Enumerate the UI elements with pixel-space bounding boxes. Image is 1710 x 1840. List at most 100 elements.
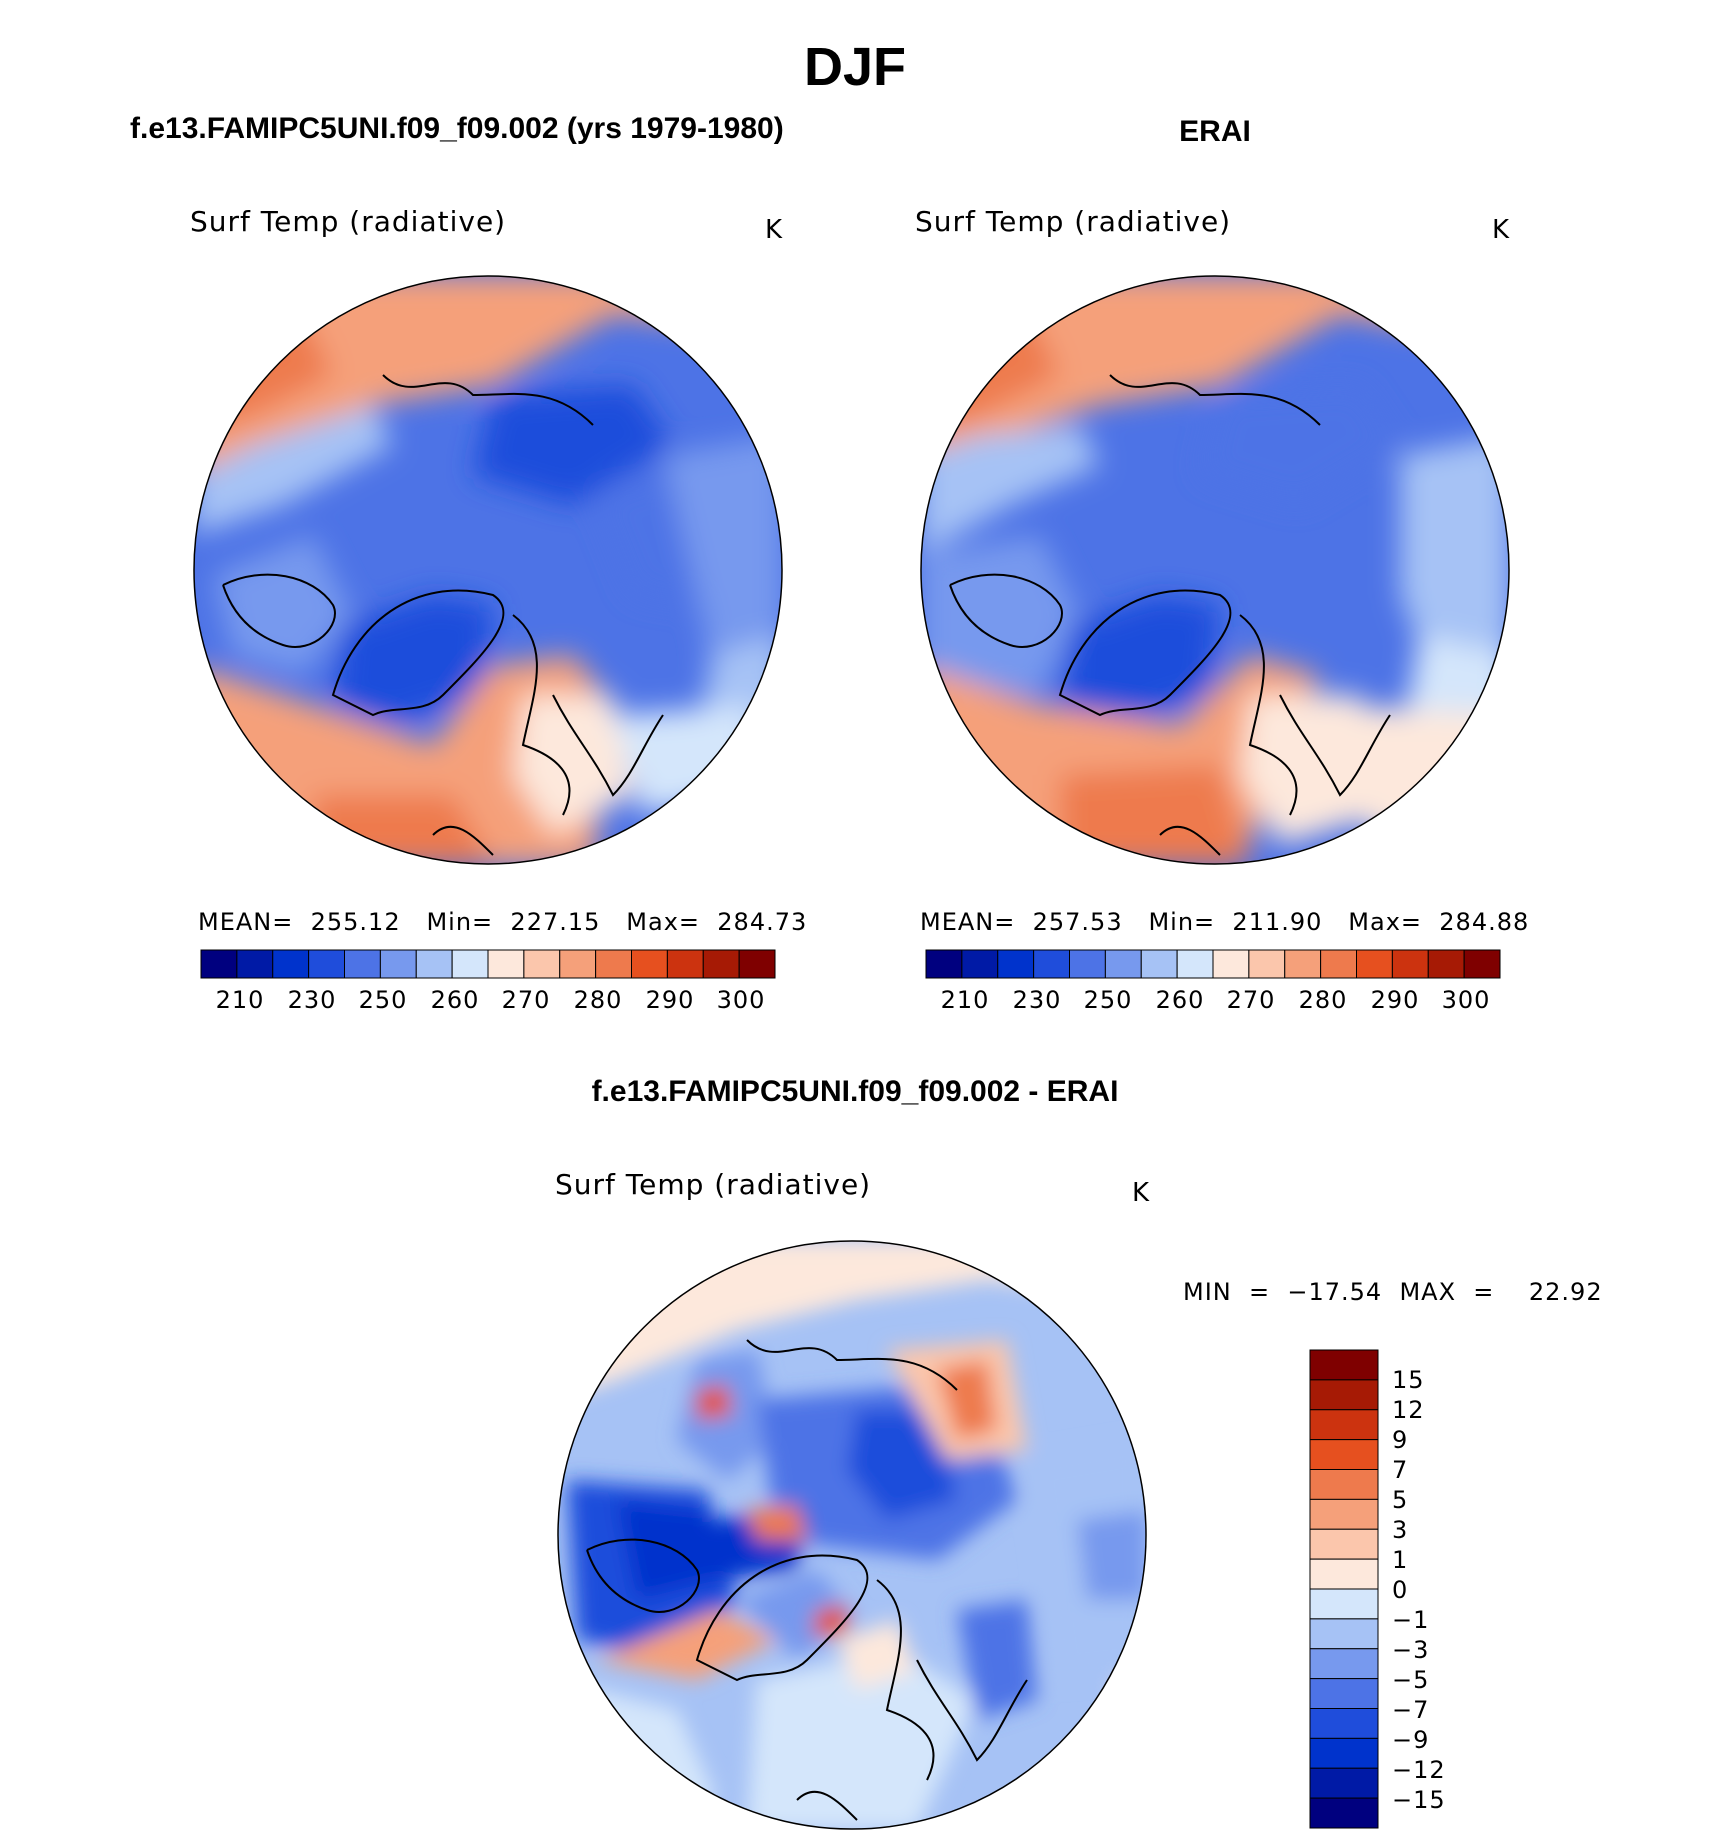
colorbar-swatch xyxy=(738,949,776,979)
unit-label: K xyxy=(1492,215,1511,245)
colorbar-tick: −3 xyxy=(1392,1636,1430,1664)
colorbar-model xyxy=(200,949,776,979)
stats-label: MEAN= 255.12 Min= 227.15 Max= 284.73 xyxy=(198,908,808,936)
colorbar-swatch xyxy=(1284,949,1322,979)
colorbar-swatch xyxy=(1356,949,1393,979)
polar-map-erai xyxy=(920,275,1510,865)
colorbar-tick: −5 xyxy=(1392,1666,1430,1694)
colorbar-swatch xyxy=(1391,949,1429,979)
colorbar-tick: 12 xyxy=(1392,1396,1425,1424)
colorbar-swatch xyxy=(961,949,999,979)
colorbar-tick: 270 xyxy=(501,986,551,1014)
colorbar-tick: 230 xyxy=(287,986,337,1014)
colorbar-swatch xyxy=(344,949,381,979)
colorbar-swatch xyxy=(1309,1648,1379,1680)
colorbar-swatch xyxy=(559,949,597,979)
colorbar-swatch xyxy=(487,949,525,979)
colorbar-swatch xyxy=(1248,949,1286,979)
colorbar-swatch xyxy=(1309,1558,1379,1590)
colorbar-tick: −12 xyxy=(1392,1756,1446,1784)
colorbar-swatch xyxy=(702,949,740,979)
colorbar-swatch xyxy=(997,949,1035,979)
colorbar-swatch xyxy=(1033,949,1071,979)
colorbar-swatch xyxy=(1309,1737,1379,1769)
panel-title-difference: f.e13.FAMIPC5UNI.f09_f09.002 - ERAI xyxy=(591,1075,1119,1108)
colorbar-tick: 230 xyxy=(1012,986,1062,1014)
polar-map-difference xyxy=(557,1240,1147,1830)
colorbar-swatch xyxy=(1309,1767,1379,1799)
colorbar-tick: −9 xyxy=(1392,1726,1430,1754)
colorbar-tick: 280 xyxy=(1298,986,1348,1014)
colorbar-tick: 300 xyxy=(716,986,766,1014)
colorbar-swatch xyxy=(1309,1439,1379,1471)
colorbar-swatch xyxy=(1309,1678,1379,1710)
colorbar-swatch xyxy=(415,949,453,979)
colorbar-swatch xyxy=(631,949,668,979)
colorbar-swatch xyxy=(1309,1708,1379,1739)
colorbar-swatch xyxy=(308,949,346,979)
colorbar-tick: 5 xyxy=(1392,1486,1409,1514)
figure-title: DJF xyxy=(803,37,906,97)
colorbar-tick: 260 xyxy=(1155,986,1205,1014)
colorbar-swatch xyxy=(1309,1588,1379,1620)
panel-title-model: f.e13.FAMIPC5UNI.f09_f09.002 (yrs 1979-1… xyxy=(130,112,784,145)
colorbar-tick: 9 xyxy=(1392,1426,1409,1454)
colorbar-swatch xyxy=(523,949,561,979)
colorbar-ticks-difference: 15 12 9 7 5 3 1 0 −1 −3 −5 −7 −9 −12 −15 xyxy=(1392,1350,1472,1830)
colorbar-swatch xyxy=(1320,949,1358,979)
colorbar-swatch xyxy=(1427,949,1465,979)
colorbar-tick: 300 xyxy=(1441,986,1491,1014)
colorbar-tick: 270 xyxy=(1226,986,1276,1014)
colorbar-tick: 210 xyxy=(215,986,265,1014)
colorbar-tick: 250 xyxy=(1083,986,1133,1014)
colorbar-swatch xyxy=(451,949,489,979)
colorbar-tick: 3 xyxy=(1392,1516,1409,1544)
colorbar-tick: 290 xyxy=(645,986,695,1014)
variable-label: Surf Temp (radiative) xyxy=(555,1168,872,1201)
colorbar-swatch xyxy=(236,949,274,979)
colorbar-tick: 260 xyxy=(430,986,480,1014)
unit-label: K xyxy=(1132,1178,1151,1208)
colorbar-swatch xyxy=(1309,1618,1379,1650)
colorbar-swatch xyxy=(1309,1528,1379,1560)
colorbar-swatch xyxy=(1309,1379,1379,1411)
colorbar-tick: 15 xyxy=(1392,1366,1425,1394)
colorbar-ticks-erai: 210 230 250 260 270 280 290 300 xyxy=(926,986,1500,1016)
colorbar-swatch xyxy=(595,949,633,979)
colorbar-swatch xyxy=(925,949,963,979)
panel-title-erai: ERAI xyxy=(1179,115,1251,148)
colorbar-tick: 290 xyxy=(1370,986,1420,1014)
colorbar-swatch xyxy=(1176,949,1214,979)
unit-label: K xyxy=(765,215,784,245)
colorbar-swatch xyxy=(1140,949,1178,979)
colorbar-tick: −1 xyxy=(1392,1606,1430,1634)
colorbar-tick: 0 xyxy=(1392,1576,1409,1604)
variable-label: Surf Temp (radiative) xyxy=(190,205,507,238)
colorbar-tick: −7 xyxy=(1392,1696,1430,1724)
colorbar-swatch xyxy=(1309,1797,1379,1829)
colorbar-swatch xyxy=(1309,1349,1379,1381)
colorbar-swatch xyxy=(1309,1498,1379,1530)
colorbar-swatch xyxy=(200,949,238,979)
colorbar-swatch xyxy=(1212,949,1250,979)
colorbar-swatch xyxy=(666,949,704,979)
colorbar-erai xyxy=(925,949,1501,979)
colorbar-swatch xyxy=(379,949,417,979)
stats-label: MIN = −17.54 MAX = 22.92 xyxy=(1183,1278,1603,1306)
stats-label: MEAN= 257.53 Min= 211.90 Max= 284.88 xyxy=(920,908,1530,936)
colorbar-swatch xyxy=(1069,949,1106,979)
colorbar-swatch xyxy=(1309,1469,1379,1500)
colorbar-tick: −15 xyxy=(1392,1786,1446,1814)
colorbar-tick: 1 xyxy=(1392,1546,1409,1574)
colorbar-tick: 250 xyxy=(358,986,408,1014)
variable-label: Surf Temp (radiative) xyxy=(915,205,1232,238)
colorbar-swatch xyxy=(1309,1409,1379,1441)
colorbar-tick: 280 xyxy=(573,986,623,1014)
colorbar-ticks-model: 210 230 250 260 270 280 290 300 xyxy=(201,986,775,1016)
colorbar-tick: 7 xyxy=(1392,1456,1409,1484)
colorbar-difference xyxy=(1309,1349,1379,1829)
colorbar-swatch xyxy=(272,949,310,979)
colorbar-swatch xyxy=(1463,949,1501,979)
colorbar-swatch xyxy=(1104,949,1142,979)
polar-map-model xyxy=(193,275,783,865)
